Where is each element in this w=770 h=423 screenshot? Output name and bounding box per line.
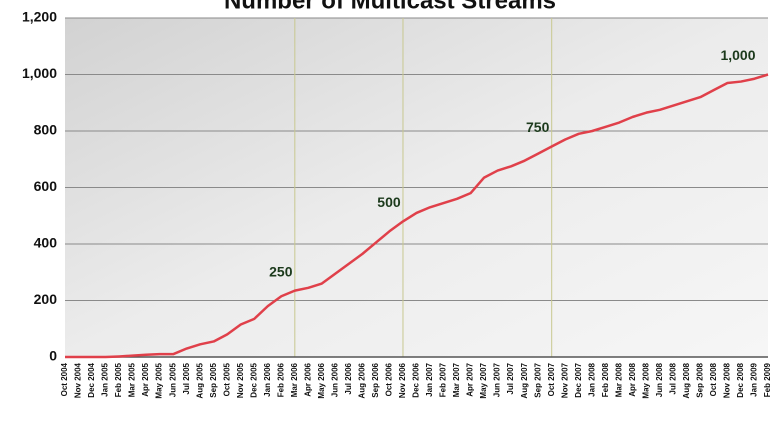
x-tick-label: Nov 2005 bbox=[236, 362, 245, 398]
y-tick-label: 400 bbox=[34, 235, 58, 251]
x-tick-label: Dec 2005 bbox=[249, 362, 258, 397]
x-tick-label: Sep 2007 bbox=[533, 362, 542, 397]
x-tick-label: Oct 2006 bbox=[385, 362, 394, 396]
line bbox=[65, 73, 769, 359]
x-tick-label: Dec 2004 bbox=[87, 362, 96, 397]
x-tick-label: Jun 2005 bbox=[168, 362, 177, 397]
y-tick-label: 1,200 bbox=[22, 9, 57, 25]
annotation: 1,000 bbox=[720, 47, 755, 63]
x-tick-label: Jan 2008 bbox=[587, 362, 596, 396]
x-tick-label: May 2008 bbox=[641, 362, 650, 398]
y-tick-label: 800 bbox=[34, 122, 58, 138]
x-tick-label: Apr 2008 bbox=[628, 362, 637, 396]
y-tick-label: 600 bbox=[34, 178, 58, 194]
x-tick-label: Jun 2006 bbox=[330, 362, 339, 397]
x-tick-label: Jul 2005 bbox=[182, 362, 191, 394]
x-tick-label: Jan 2006 bbox=[263, 362, 272, 396]
annotation: 750 bbox=[526, 119, 550, 135]
x-tick-label: Sep 2008 bbox=[696, 362, 705, 397]
x-tick-label: Nov 2004 bbox=[74, 362, 83, 398]
x-tick-label: Sep 2005 bbox=[209, 362, 218, 397]
x-tick-label: Apr 2007 bbox=[466, 362, 475, 396]
x-tick-label: Aug 2005 bbox=[195, 362, 204, 398]
x-tick-label: Mar 2005 bbox=[128, 362, 137, 397]
x-tick-label: Apr 2006 bbox=[303, 362, 312, 396]
y-tick-label: 200 bbox=[34, 291, 58, 307]
x-tick-label: Jan 2009 bbox=[750, 362, 759, 396]
x-tick-label: Dec 2006 bbox=[412, 362, 421, 397]
x-tick-label: Jan 2005 bbox=[101, 362, 110, 396]
x-tick-label: Jul 2008 bbox=[668, 362, 677, 394]
x-tick-label: Aug 2007 bbox=[520, 362, 529, 398]
x-tick-label: Sep 2006 bbox=[371, 362, 380, 397]
annotation: 500 bbox=[377, 194, 401, 210]
x-tick-label: Feb 2005 bbox=[114, 362, 123, 397]
x-tick-label: Oct 2004 bbox=[60, 362, 69, 396]
x-tick-label: Mar 2006 bbox=[290, 362, 299, 397]
x-tick-label: Jul 2007 bbox=[506, 362, 515, 394]
x-tick-label: Aug 2006 bbox=[358, 362, 367, 398]
x-tick-label: Mar 2008 bbox=[614, 362, 623, 397]
x-tick-label: Feb 2006 bbox=[276, 362, 285, 397]
y-tick-label: 1,000 bbox=[22, 65, 57, 81]
x-tick-label: Jun 2007 bbox=[493, 362, 502, 397]
x-tick-label: Jan 2007 bbox=[425, 362, 434, 396]
x-tick-label: Apr 2005 bbox=[141, 362, 150, 396]
x-tick-label: Dec 2008 bbox=[736, 362, 745, 397]
x-tick-label: May 2005 bbox=[155, 362, 164, 398]
annotation: 250 bbox=[269, 263, 293, 279]
y-tick-label: 0 bbox=[49, 348, 57, 364]
x-tick-label: May 2007 bbox=[479, 362, 488, 398]
x-tick-label: Oct 2007 bbox=[547, 362, 556, 396]
x-tick-label: Oct 2008 bbox=[709, 362, 718, 396]
x-tick-label: Mar 2007 bbox=[452, 362, 461, 397]
x-tick-label: Jun 2008 bbox=[655, 362, 664, 397]
x-tick-label: Nov 2006 bbox=[398, 362, 407, 398]
x-tick-label: Dec 2007 bbox=[574, 362, 583, 397]
chart-title: Number of Multicast Streams bbox=[224, 0, 556, 14]
x-tick-label: Nov 2007 bbox=[560, 362, 569, 398]
x-tick-label: Nov 2008 bbox=[723, 362, 732, 398]
x-tick-label: Aug 2008 bbox=[682, 362, 691, 398]
x-tick-label: Oct 2005 bbox=[222, 362, 231, 396]
x-tick-label: Feb 2007 bbox=[439, 362, 448, 397]
x-tick-label: Feb 2009 bbox=[763, 362, 770, 397]
x-tick-label: Jul 2006 bbox=[344, 362, 353, 394]
x-tick-label: Feb 2008 bbox=[601, 362, 610, 397]
x-tick-label: May 2006 bbox=[317, 362, 326, 398]
